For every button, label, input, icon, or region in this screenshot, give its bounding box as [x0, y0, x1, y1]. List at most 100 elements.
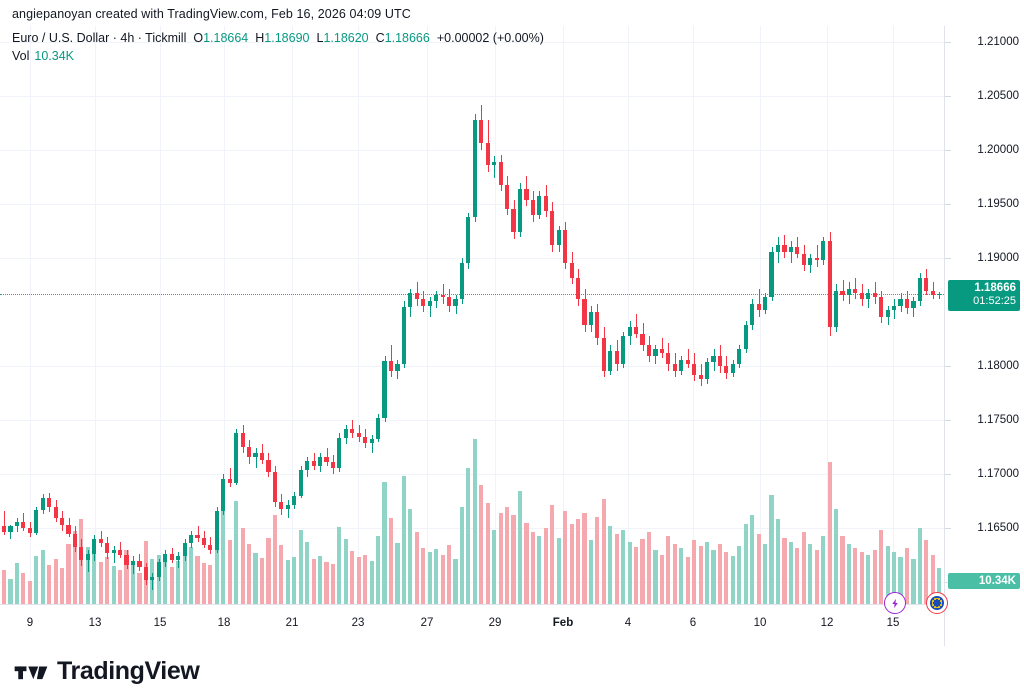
volume-bar	[401, 476, 406, 604]
candle-body	[350, 428, 355, 434]
volume-bar	[292, 556, 297, 604]
candle-body	[363, 436, 368, 443]
eu-flag-icon[interactable]	[926, 592, 948, 614]
candle-body	[8, 526, 13, 532]
candle-body	[879, 297, 884, 317]
candle-body	[227, 478, 232, 483]
chart-frame: Euro / U.S. Dollar · 4h · Tickmill O1.186…	[0, 26, 1024, 647]
candle-body	[240, 433, 245, 448]
candle-body	[730, 364, 735, 373]
candle-body	[214, 511, 219, 550]
volume-bar	[840, 535, 845, 604]
time-axis[interactable]: 9 13 15 18 21 23 27 29 Feb 4 6 10 12 15	[0, 604, 944, 647]
volume-badge[interactable]: 10.34K	[948, 573, 1020, 589]
candle-body	[388, 360, 394, 371]
price-tick-label: 1.16500	[977, 522, 1019, 535]
price-tick-dash	[945, 42, 951, 43]
volume-bar	[601, 498, 606, 604]
horizontal-gridline	[0, 150, 944, 151]
volume-bar	[666, 535, 671, 604]
volume-bar	[788, 542, 793, 604]
horizontal-gridline	[0, 420, 944, 421]
candle-body	[466, 217, 471, 263]
candle-body	[743, 325, 748, 350]
candle-body	[756, 303, 761, 311]
candle-wick	[430, 297, 431, 317]
vertical-gridline	[893, 26, 894, 604]
time-tick-label: 10	[753, 617, 767, 629]
candle-wick	[178, 552, 179, 569]
candle-body	[653, 349, 658, 356]
price-axis[interactable]: 1.18666 01:52:25 10.34K 1.21000 1.20500 1.…	[944, 26, 1024, 646]
time-tick-label: 18	[217, 617, 231, 629]
candle-body	[34, 510, 39, 533]
volume-bar	[176, 560, 181, 604]
volume-bar	[382, 482, 387, 604]
current-price-badge[interactable]: 1.18666 01:52:25	[948, 280, 1020, 312]
candle-body	[640, 333, 645, 345]
price-tick-label: 1.17000	[977, 468, 1019, 481]
vertical-gridline	[495, 26, 496, 604]
volume-bar	[782, 538, 787, 604]
volume-bar	[588, 540, 594, 604]
lightning-bolt-icon[interactable]	[884, 592, 906, 614]
candle-body	[169, 554, 174, 560]
candle-body	[517, 189, 523, 233]
candle-body	[47, 498, 52, 507]
volume-bar	[363, 554, 368, 604]
candle-body	[27, 528, 32, 533]
candle-body	[59, 517, 65, 526]
candle-body	[588, 312, 594, 326]
volume-bar	[395, 543, 400, 604]
volume-bar	[324, 561, 329, 604]
vertical-gridline	[628, 26, 629, 604]
candle-body	[85, 554, 90, 560]
candle-wick	[636, 314, 637, 339]
candle-body	[750, 303, 755, 326]
vertical-gridline	[563, 26, 564, 604]
eu-flag-stars	[930, 596, 944, 610]
candle-body	[118, 549, 123, 556]
volume-bar	[214, 513, 219, 604]
candle-wick	[443, 284, 444, 304]
volume-bar	[498, 513, 503, 604]
candle-body	[395, 364, 400, 371]
horizontal-gridline	[0, 582, 944, 583]
volume-bar	[34, 555, 39, 604]
candle-body	[208, 544, 213, 550]
candle-body	[840, 290, 845, 295]
candle-body	[221, 478, 226, 512]
volume-bar	[350, 551, 355, 604]
candle-body	[821, 240, 826, 261]
candle-wick	[662, 338, 663, 358]
candle-body	[98, 539, 103, 544]
candle-wick	[256, 448, 257, 468]
candle-body	[859, 292, 864, 300]
candle-body	[337, 437, 342, 468]
horizontal-gridline	[0, 258, 944, 259]
volume-bar	[505, 507, 510, 604]
candle-body	[324, 457, 329, 463]
candle-body	[898, 299, 903, 306]
vertical-gridline	[95, 26, 96, 604]
candle-body	[550, 210, 555, 246]
volume-bar	[53, 558, 58, 604]
time-tick-label: 15	[886, 617, 900, 629]
candle-body	[150, 576, 155, 581]
attribution-text: angiepanoyan created with TradingView.co…	[12, 7, 411, 21]
candle-body	[472, 119, 477, 218]
candle-wick	[230, 467, 231, 488]
candle-body	[105, 543, 110, 554]
candle-wick	[133, 556, 134, 574]
chart-plot-area[interactable]	[0, 26, 944, 604]
volume-bar	[14, 562, 19, 604]
candle-body	[827, 240, 832, 328]
candle-body	[459, 262, 465, 300]
volume-bar	[659, 554, 664, 604]
volume-bar	[821, 535, 826, 604]
volume-bar	[517, 490, 523, 604]
volume-bar	[575, 519, 581, 604]
volume-bar	[685, 556, 690, 604]
volume-bar	[247, 544, 252, 604]
candle-body	[369, 438, 374, 443]
